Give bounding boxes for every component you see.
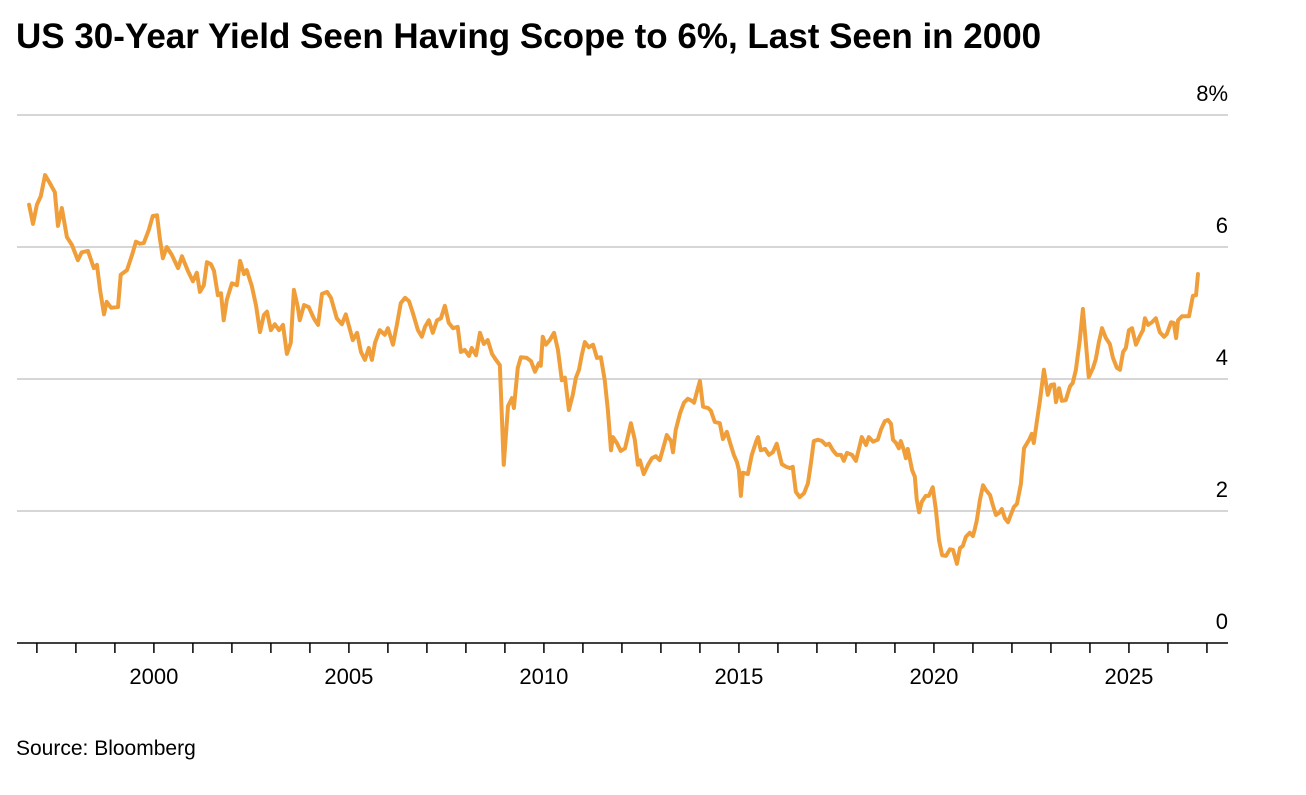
x-tick-label: 2000 [129,664,178,689]
y-tick-label: 8% [1196,81,1228,106]
x-tick-label: 2005 [324,664,373,689]
y-tick-label: 4 [1216,345,1228,370]
yield-line [27,173,1200,566]
y-tick-label: 6 [1216,213,1228,238]
chart-title: US 30-Year Yield Seen Having Scope to 6%… [16,17,1041,56]
x-tick-label: 2020 [909,664,958,689]
y-tick-label: 2 [1216,477,1228,502]
source: Source: Bloomberg [16,737,196,760]
y-tick-label: 0 [1216,609,1228,634]
x-tick-label: 2025 [1104,664,1153,689]
x-tick-label: 2015 [714,664,763,689]
x-tick-label: 2010 [519,664,568,689]
